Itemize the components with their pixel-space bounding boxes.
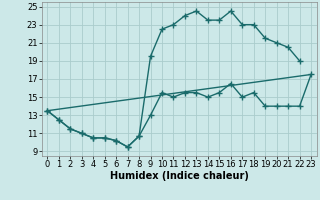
X-axis label: Humidex (Indice chaleur): Humidex (Indice chaleur) [110,171,249,181]
